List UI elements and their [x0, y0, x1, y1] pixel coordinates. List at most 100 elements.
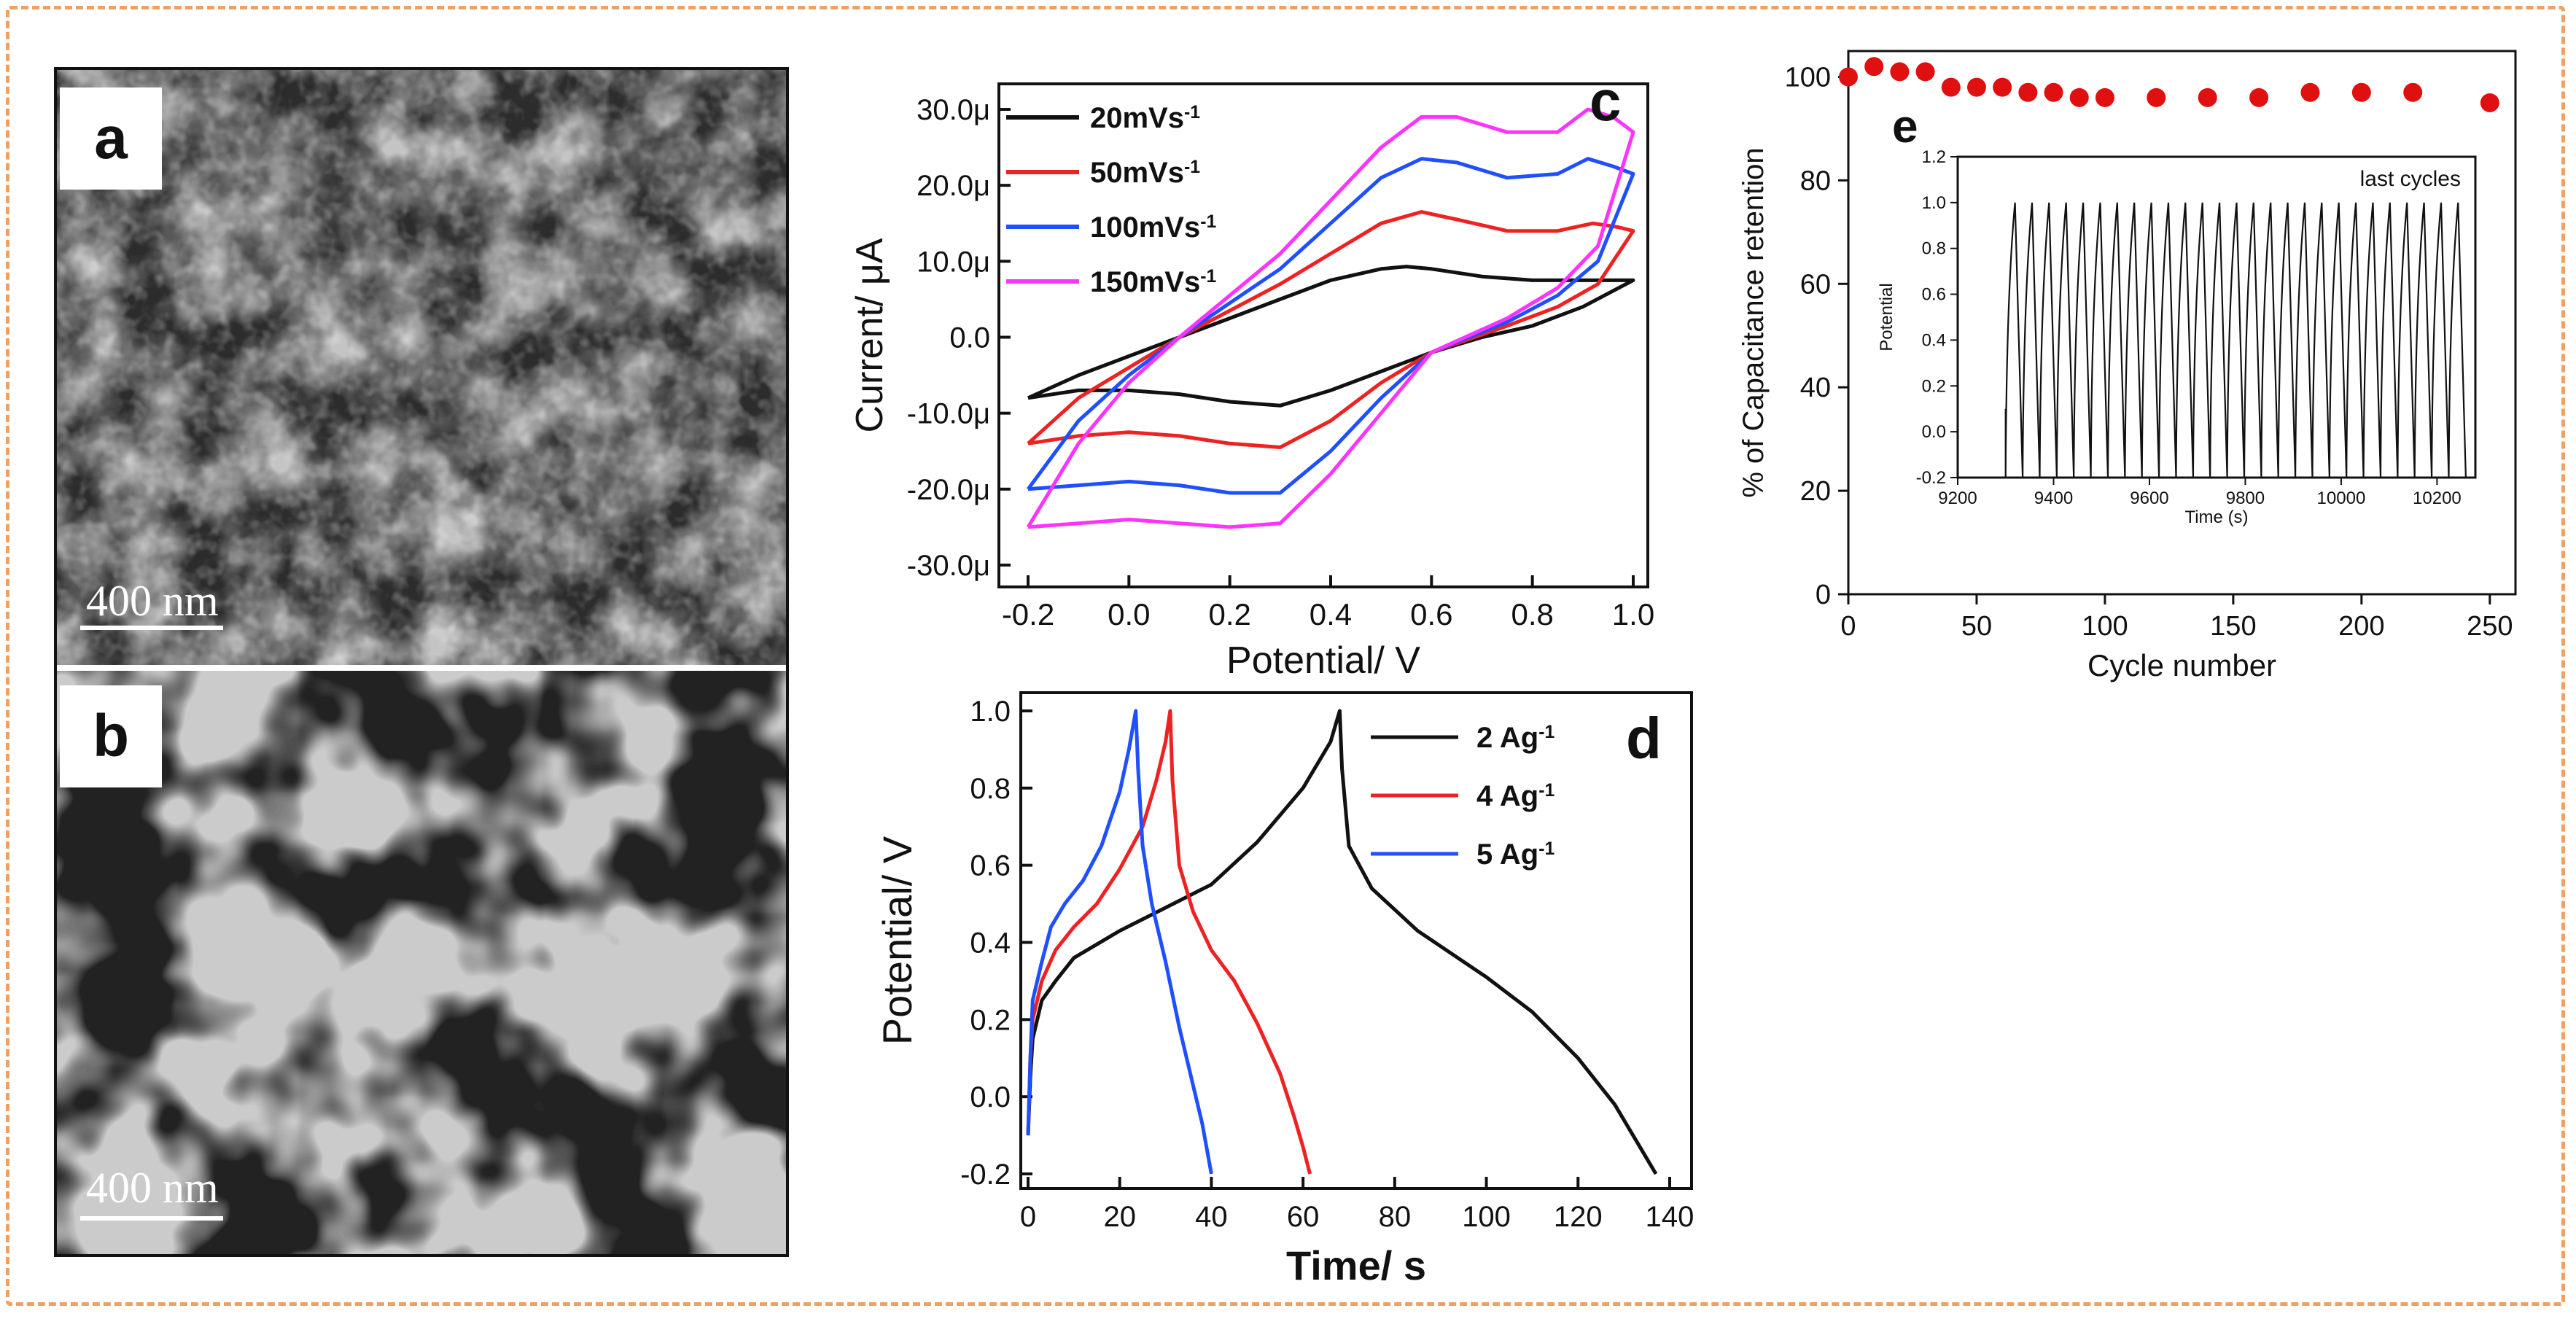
legend-label-c: 100mVs-1 — [1090, 211, 1216, 244]
sem-image-a — [57, 70, 786, 665]
x-tick-label-e: 100 — [2082, 611, 2128, 642]
legend-label-d: 5 Ag-1 — [1476, 839, 1554, 871]
x-axis-label-e: Cycle number — [2087, 648, 2276, 682]
inset-y-tick-label: 0.0 — [1922, 422, 1946, 442]
inset-y-tick-label: 1.2 — [1922, 147, 1946, 167]
retention-point — [1890, 62, 1910, 82]
inset-x-tick-label: 9400 — [2034, 489, 2073, 508]
y-tick-label-c: 10.0μ — [917, 246, 990, 278]
y-tick-label-e: 0 — [1816, 580, 1831, 610]
y-tick-label-c: 0.0 — [949, 322, 990, 354]
x-axis-label-c: Potential/ V — [1226, 639, 1420, 682]
panel-label-d: d — [1626, 706, 1662, 771]
x-tick-label-c: 0.4 — [1310, 597, 1352, 631]
x-tick-label-d: 60 — [1287, 1201, 1320, 1233]
retention-point — [2018, 82, 2038, 102]
retention-point — [1941, 77, 1961, 97]
x-tick-label-c: 0.0 — [1108, 597, 1150, 631]
inset-y-tick-label: 1.0 — [1922, 193, 1946, 213]
x-tick-label-e: 200 — [2338, 611, 2384, 642]
panel-label-b: b — [60, 685, 162, 787]
y-tick-label-d: 1.0 — [970, 696, 1011, 728]
x-tick-label-e: 0 — [1840, 611, 1856, 642]
retention-point — [2198, 87, 2217, 107]
scale-bar-b — [80, 1216, 223, 1221]
y-tick-label-c: -10.0μ — [907, 398, 990, 430]
y-axis-label-e: % of Capacitance retention — [1738, 147, 1770, 497]
cv-curve-20mVs-1 — [1027, 265, 1635, 408]
legend-label-c: 50mVs-1 — [1090, 157, 1200, 189]
retention-point — [2300, 82, 2320, 102]
inset-y-tick-label: 0.4 — [1922, 330, 1946, 350]
gcd-curve-5 Ag-1 — [1026, 709, 1213, 1175]
inset-x-tick-label: 9200 — [1938, 489, 1977, 508]
sem-image-container — [54, 67, 789, 1257]
cv-curve-50mVs-1 — [1027, 210, 1635, 449]
figure-frame — [6, 6, 2565, 1306]
gcd-curve-2 Ag-1 — [1026, 709, 1658, 1175]
scale-bar-label-a: 400 nm — [86, 577, 219, 625]
y-tick-label-e: 40 — [1800, 373, 1831, 403]
x-axis-label-d: Time/ s — [1286, 1242, 1426, 1288]
y-tick-label-e: 20 — [1800, 476, 1831, 507]
y-tick-label-d: 0.4 — [970, 927, 1011, 960]
retention-point — [1839, 67, 1858, 87]
y-tick-label-d: -0.2 — [960, 1159, 1011, 1191]
gcd-curve-4 Ag-1 — [1026, 709, 1312, 1175]
y-tick-label-e: 60 — [1800, 269, 1831, 300]
retention-point — [1864, 57, 1884, 77]
inset-x-axis-label: Time (s) — [2184, 507, 2248, 527]
retention-point — [1915, 62, 1935, 82]
x-tick-label-d: 100 — [1462, 1201, 1511, 1233]
y-tick-label-d: 0.6 — [970, 850, 1011, 882]
plot-frame-d — [1019, 691, 1693, 1190]
x-tick-label-c: 0.6 — [1410, 597, 1452, 631]
scale-bar-label-b: 400 nm — [86, 1164, 219, 1212]
scale-bar-a — [80, 626, 223, 630]
panel-label-a: a — [60, 87, 162, 190]
retention-point — [2095, 87, 2114, 107]
y-axis-label-c: Current/ μA — [849, 238, 891, 432]
legend-label-d: 4 Ag-1 — [1476, 780, 1554, 812]
retention-point — [1966, 77, 1986, 97]
x-tick-label-c: -0.2 — [1002, 597, 1054, 631]
sem-image-b — [57, 671, 786, 1254]
x-tick-label-d: 0 — [1020, 1201, 1036, 1233]
x-tick-label-e: 150 — [2210, 611, 2256, 642]
cv-curve-150mVs-1 — [1026, 107, 1635, 529]
inset-y-tick-label: 0.8 — [1922, 239, 1946, 259]
y-tick-label-e: 100 — [1785, 62, 1831, 93]
retention-point — [1993, 77, 2012, 97]
retention-point — [2147, 87, 2166, 107]
y-tick-label-d: 0.0 — [970, 1081, 1011, 1113]
x-tick-label-d: 120 — [1554, 1201, 1603, 1233]
x-tick-label-d: 40 — [1195, 1201, 1228, 1233]
panel-label-e: e — [1892, 100, 1918, 152]
plot-frame-c — [997, 82, 1649, 588]
inset-x-tick-label: 10000 — [2317, 489, 2366, 508]
y-tick-label-d: 0.2 — [970, 1004, 1011, 1036]
retention-point — [2480, 93, 2499, 112]
x-tick-label-e: 250 — [2467, 611, 2513, 642]
retention-point — [2069, 87, 2089, 107]
y-tick-label-c: -20.0μ — [907, 474, 990, 506]
y-tick-label-c: -30.0μ — [907, 550, 990, 582]
cv-chart-c: -0.2 0.0 0.2 0.4 0.6 0.8 1.0 -30.0μ -20.0μ -10.0μ… — [849, 69, 1654, 682]
inset-y-tick-label: 0.6 — [1922, 285, 1946, 305]
legend-label-d: 2 Ag-1 — [1476, 722, 1554, 754]
x-tick-label-c: 0.2 — [1208, 597, 1250, 631]
x-tick-label-c: 1.0 — [1612, 597, 1654, 631]
x-tick-label-d: 20 — [1103, 1201, 1136, 1233]
y-axis-label-d: Potential/ V — [874, 836, 920, 1045]
retention-point — [2403, 82, 2423, 102]
sem-texture-a — [57, 70, 786, 665]
inset-y-axis-label: Potential — [1877, 283, 1896, 351]
inset-y-tick-label: 0.2 — [1922, 376, 1946, 396]
retention-point — [2351, 82, 2371, 102]
inset-x-tick-label: 9600 — [2130, 489, 2168, 508]
x-tick-label-e: 50 — [1961, 611, 1992, 642]
inset-gcd-cycles — [2004, 202, 2467, 478]
retention-point — [2249, 87, 2269, 107]
retention-chart-e: 0 50 100 150 200 250 0 20 40 60 80 100 Cycle number%… — [1738, 50, 2517, 682]
y-tick-label-e: 80 — [1800, 166, 1831, 196]
